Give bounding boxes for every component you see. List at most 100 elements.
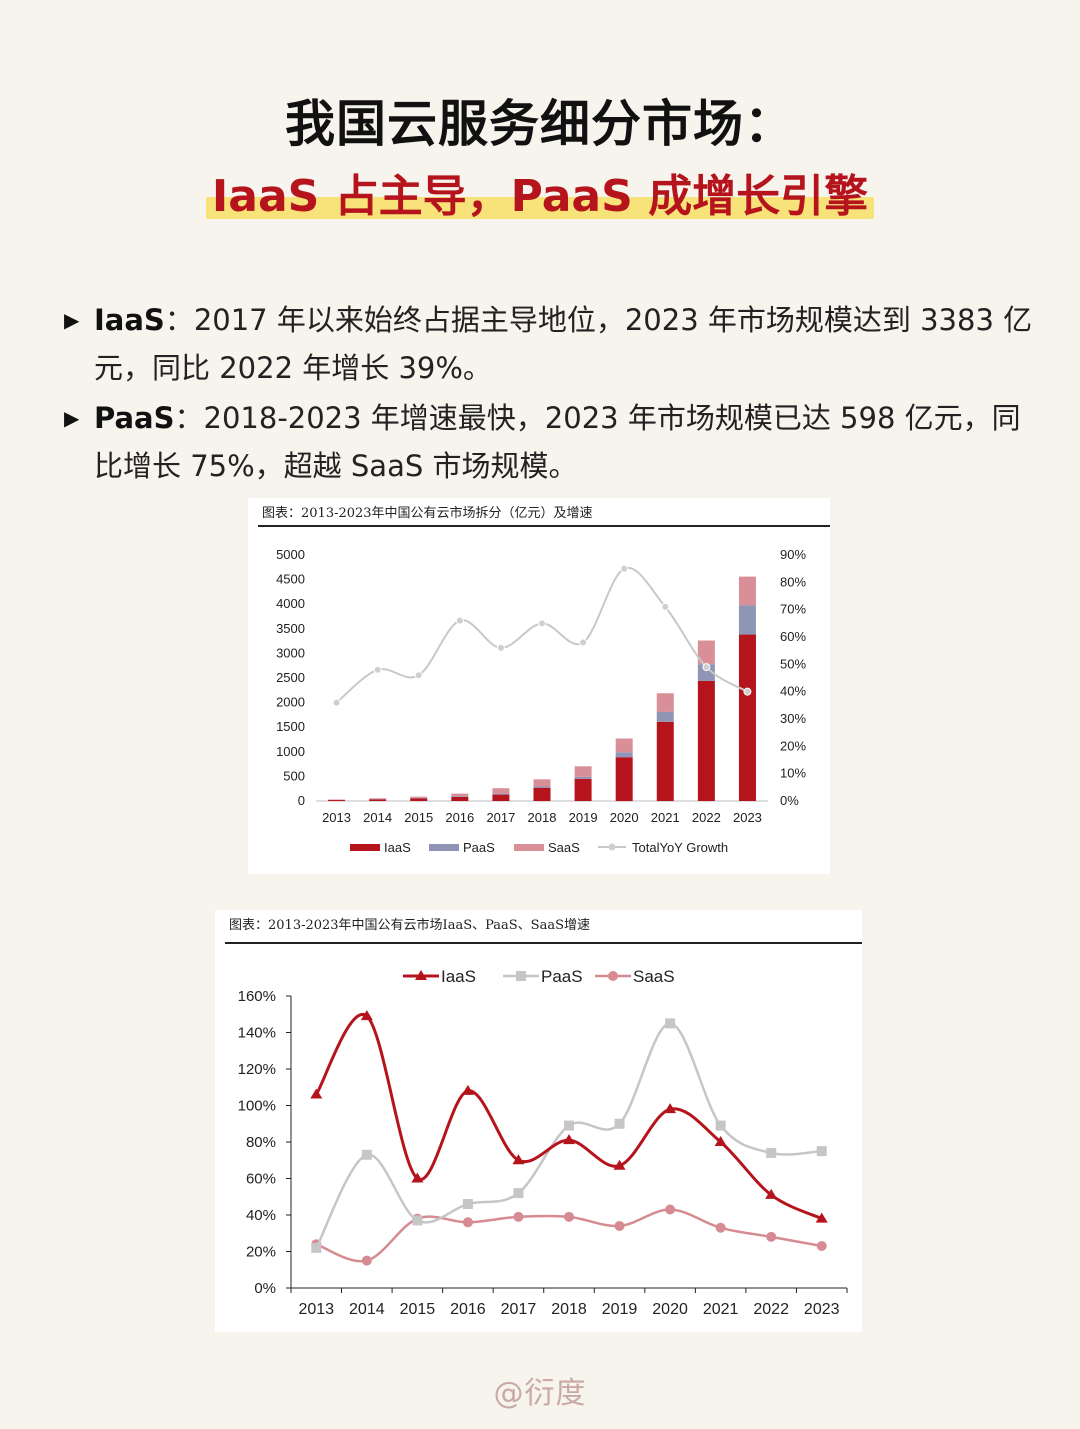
bar-saas <box>410 796 428 798</box>
line-chart: 0% 20% 40% 60% 80% 100% 120% 140% 160% 2013 2014 20… <box>238 967 848 1318</box>
growth-point <box>620 564 629 573</box>
stacked-bar-chart: 0 500 1000 1500 2000 2500 3000 3500 4000 4500 5000… <box>276 547 806 855</box>
point-saas <box>816 1241 827 1252</box>
growth-point <box>455 616 464 625</box>
bar-paas <box>656 711 674 722</box>
x-tick-label: 2019 <box>602 1301 638 1318</box>
y2-tick-label: 30% <box>780 711 806 726</box>
y-tick-label: 500 <box>283 768 305 783</box>
bar-paas <box>615 752 633 758</box>
x-tick-label: 2016 <box>445 810 474 825</box>
point-saas <box>608 971 618 981</box>
point-iaas <box>714 1136 727 1146</box>
y-tick-label: 3500 <box>276 621 305 636</box>
y-tick-label: 3000 <box>276 645 305 660</box>
triangle-bullet-icon: ▶ <box>64 406 80 430</box>
point-paas <box>715 1120 726 1131</box>
y-tick-label: 140% <box>238 1025 276 1042</box>
point-paas <box>665 1018 676 1029</box>
bar-saas <box>697 640 715 665</box>
point-paas <box>766 1147 777 1158</box>
growth-point <box>373 665 382 674</box>
x-tick-label: 2014 <box>349 1301 385 1318</box>
bullet-paas: ▶ PaaS：2018-2023 年增速最快，2023 年市场规模已达 598 … <box>62 394 1042 490</box>
point-saas <box>766 1231 777 1242</box>
bar-saas <box>369 798 387 800</box>
growth-point <box>332 698 341 707</box>
bar-iaas <box>738 634 756 801</box>
legend-label: PaaS <box>463 840 495 855</box>
x-tick-label: 2015 <box>400 1301 436 1318</box>
triangle-bullet-icon: ▶ <box>64 308 80 332</box>
y2-tick-label: 60% <box>780 629 806 644</box>
y-tick-label: 1500 <box>276 719 305 734</box>
x-tick-label: 2023 <box>804 1301 840 1318</box>
bar-iaas <box>369 799 387 801</box>
point-saas <box>614 1220 625 1231</box>
bar-iaas <box>533 787 551 801</box>
point-iaas <box>815 1212 828 1223</box>
x-tick-label: 2020 <box>652 1301 688 1318</box>
growth-point <box>579 638 588 647</box>
x-tick-label: 2023 <box>733 810 762 825</box>
y-tick-label: 20% <box>246 1244 276 1261</box>
legend-swatch <box>350 844 380 851</box>
x-tick-label: 2018 <box>528 810 557 825</box>
y-tick-label: 4500 <box>276 572 305 587</box>
title-rule <box>258 525 830 527</box>
x-tick-label: 2022 <box>753 1301 789 1318</box>
point-iaas <box>411 1172 424 1183</box>
subtitle-wrap: IaaS 占主导，PaaS 成增长引擎 <box>0 160 1080 224</box>
point-saas <box>715 1222 726 1233</box>
bar-iaas <box>615 757 633 801</box>
bullet-key: IaaS <box>94 303 165 337</box>
growth-point <box>538 619 546 628</box>
y2-tick-label: 70% <box>780 602 806 617</box>
bar-paas <box>451 796 469 797</box>
bar-saas <box>451 793 469 797</box>
legend-swatch <box>514 844 544 851</box>
bar-saas <box>656 693 674 712</box>
y2-tick-label: 50% <box>780 656 806 671</box>
y2-tick-label: 40% <box>780 684 806 699</box>
x-tick-label: 2016 <box>450 1301 486 1318</box>
x-tick-label: 2017 <box>501 1301 537 1318</box>
bar-saas <box>492 788 510 794</box>
chart-title: 图表：2013-2023年中国公有云市场IaaS、PaaS、SaaS增速 <box>229 918 590 933</box>
legend-marker <box>608 843 616 851</box>
bar-paas <box>574 776 592 779</box>
page-subtitle: IaaS 占主导，PaaS 成增长引擎 <box>205 160 875 224</box>
bar-iaas <box>697 680 715 801</box>
y2-tick-label: 80% <box>780 574 806 589</box>
bar-paas <box>697 664 715 681</box>
y-tick-label: 5000 <box>276 547 305 562</box>
x-tick-label: 2017 <box>486 810 515 825</box>
point-iaas <box>563 1134 575 1145</box>
bullet-iaas: ▶ IaaS：2017 年以来始终占据主导地位，2023 年市场规模达到 338… <box>62 296 1042 392</box>
point-saas <box>665 1204 676 1215</box>
bar-paas <box>492 793 510 795</box>
point-saas <box>462 1217 473 1228</box>
point-iaas <box>613 1159 626 1170</box>
bar-paas <box>533 786 551 788</box>
y2-tick-label: 20% <box>780 738 806 753</box>
bar-saas <box>615 738 633 753</box>
point-paas <box>614 1118 625 1129</box>
chart-card-market-split: 图表：2013-2023年中国公有云市场拆分（亿元）及增速 0 500 1000 15… <box>248 498 830 874</box>
point-iaas <box>461 1084 474 1095</box>
legend-label: TotalYoY Growth <box>632 840 728 855</box>
legend-label: IaaS <box>384 840 411 855</box>
chart-card-growth: 图表：2013-2023年中国公有云市场IaaS、PaaS、SaaS增速 0% 2… <box>215 910 862 1332</box>
growth-point <box>496 643 505 652</box>
point-iaas <box>360 1010 373 1021</box>
chart-title: 图表：2013-2023年中国公有云市场拆分（亿元）及增速 <box>262 506 593 521</box>
bar-iaas <box>451 796 469 801</box>
legend-label: SaaS <box>633 967 675 986</box>
point-paas <box>361 1149 372 1160</box>
point-paas <box>564 1120 574 1131</box>
point-iaas <box>664 1103 677 1114</box>
y-tick-label: 160% <box>238 988 276 1005</box>
bar-iaas <box>410 798 428 801</box>
x-tick-label: 2021 <box>703 1301 739 1318</box>
bullet-text: ：2017 年以来始终占据主导地位，2023 年市场规模达到 3383 亿元，同… <box>94 303 1033 385</box>
